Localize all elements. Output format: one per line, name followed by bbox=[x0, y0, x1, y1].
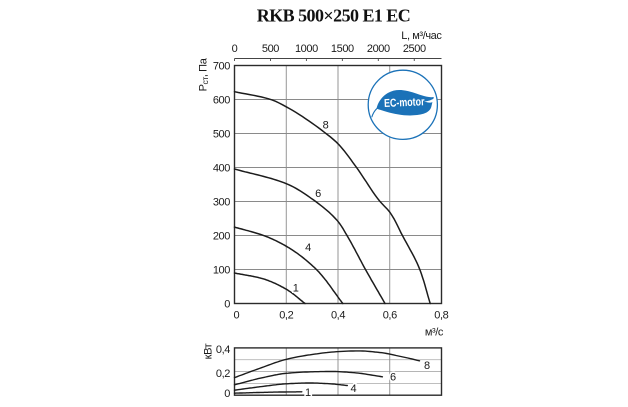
svg-text:0,8: 0,8 bbox=[434, 309, 448, 321]
svg-text:0: 0 bbox=[234, 309, 240, 321]
svg-text:500: 500 bbox=[262, 43, 279, 55]
svg-text:8: 8 bbox=[323, 120, 329, 132]
svg-text:400: 400 bbox=[213, 162, 230, 174]
svg-text:0: 0 bbox=[232, 43, 238, 55]
svg-text:8: 8 bbox=[424, 360, 430, 372]
svg-text:0,4: 0,4 bbox=[216, 344, 230, 356]
svg-text:1: 1 bbox=[293, 283, 299, 295]
svg-text:600: 600 bbox=[213, 94, 230, 106]
svg-text:0,2: 0,2 bbox=[279, 309, 293, 321]
svg-text:100: 100 bbox=[213, 264, 230, 276]
svg-text:700: 700 bbox=[213, 60, 230, 72]
svg-text:2500: 2500 bbox=[403, 43, 426, 55]
svg-text:2000: 2000 bbox=[367, 43, 390, 55]
svg-text:RKB 500×250 E1 EC: RKB 500×250 E1 EC bbox=[257, 6, 410, 26]
svg-text:200: 200 bbox=[213, 230, 230, 242]
svg-text:Рст, Па: Рст, Па bbox=[198, 57, 211, 91]
svg-text:300: 300 bbox=[213, 196, 230, 208]
svg-text:8: 8 bbox=[323, 120, 329, 132]
svg-text:6: 6 bbox=[315, 188, 321, 200]
svg-text:6: 6 bbox=[315, 188, 321, 200]
svg-text:4: 4 bbox=[305, 242, 311, 254]
svg-text:0: 0 bbox=[224, 298, 230, 310]
svg-text:500: 500 bbox=[213, 128, 230, 140]
svg-text:0: 0 bbox=[224, 388, 230, 400]
svg-text:кВт: кВт bbox=[203, 343, 215, 359]
svg-text:1: 1 bbox=[305, 387, 311, 399]
svg-text:8: 8 bbox=[424, 360, 430, 372]
svg-text:4: 4 bbox=[350, 383, 356, 395]
svg-text:4: 4 bbox=[305, 242, 311, 254]
svg-text:4: 4 bbox=[350, 383, 356, 395]
svg-text:1: 1 bbox=[293, 283, 299, 295]
svg-text:0,6: 0,6 bbox=[383, 309, 397, 321]
svg-text:0,2: 0,2 bbox=[216, 368, 230, 380]
svg-text:EC-motor: EC-motor bbox=[384, 96, 425, 110]
svg-text:L, м³/час: L, м³/час bbox=[401, 30, 442, 42]
svg-text:6: 6 bbox=[390, 371, 396, 383]
svg-text:м³/с: м³/с bbox=[425, 326, 444, 338]
svg-text:6: 6 bbox=[390, 371, 396, 383]
svg-text:0,4: 0,4 bbox=[331, 309, 345, 321]
svg-text:1: 1 bbox=[305, 387, 311, 399]
svg-text:1000: 1000 bbox=[295, 43, 318, 55]
svg-text:1500: 1500 bbox=[331, 43, 354, 55]
